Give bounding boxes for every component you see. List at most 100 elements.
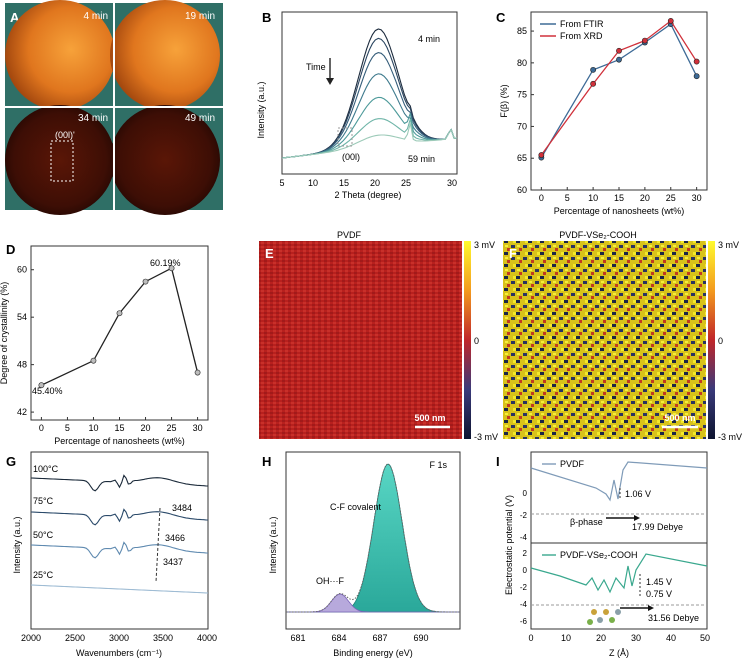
x-tick-label: 15 [114, 423, 124, 433]
y-tick-label: 70 [517, 121, 527, 131]
x-tick-label: 3000 [109, 633, 129, 643]
legend-label: From FTIR [560, 19, 604, 29]
data-point [693, 58, 700, 65]
x-tick-label: 10 [88, 423, 98, 433]
tile-49min: 49 min [110, 105, 220, 215]
colorbar [464, 241, 471, 439]
x-tick-label: 681 [290, 633, 305, 643]
x-tick-label: 20 [640, 193, 650, 203]
y-tick-label: -6 [520, 617, 528, 626]
legend-label: PVDF [560, 459, 585, 469]
y-axis-label: Intensity (a.u.) [256, 81, 266, 138]
dipole-label: 31.56 Debye [648, 613, 699, 623]
wafer-image-19min [110, 0, 220, 110]
panel-d: D 0 5 10 15 20 25 30 42 48 54 60 Percentage of nano… [0, 242, 209, 446]
panel-e-label: E [265, 246, 274, 261]
y-tick-label: -2 [520, 511, 528, 520]
tile-4min: 4 min [5, 0, 115, 110]
plot-frame [30, 451, 209, 630]
bottom-curve-label: 59 min [408, 154, 435, 164]
peak-shift-guide [155, 507, 161, 583]
tile-time-label: 4 min [84, 11, 108, 22]
y-tick-label: 65 [517, 153, 527, 163]
data-point [142, 278, 149, 285]
data-point [667, 17, 674, 24]
x-axis-ticks: 5 10 15 20 25 30 [279, 178, 457, 188]
x-tick-label: 4000 [197, 633, 217, 643]
panel-a-label: A [10, 10, 20, 25]
x-tick-label: 687 [372, 633, 387, 643]
x-tick-label: 10 [588, 193, 598, 203]
tile-time-label: 49 min [185, 113, 215, 124]
xps-curves [286, 463, 460, 613]
y-tick-label: 85 [517, 26, 527, 36]
panel-h-label: H [262, 454, 271, 469]
data-point [616, 56, 622, 63]
x-tick-label: 30 [193, 423, 203, 433]
data-point [38, 382, 45, 389]
x-tick-label: 30 [447, 178, 457, 188]
gap-label: 1.45 V [646, 577, 672, 587]
x-tick-label: 5 [65, 423, 70, 433]
panel-e: PVDF E 500 nm 3 mV 0 -3 mV [259, 230, 498, 442]
colorbar-max: 3 mV [474, 240, 495, 250]
scale-bar-label: 500 nm [414, 413, 445, 423]
y-tick-label: -4 [520, 533, 528, 542]
x-axis-label: Wavenumbers (cm⁻¹) [76, 648, 162, 658]
tile-19min: 19 min [110, 0, 220, 110]
x-axis-label: Z (Å) [609, 648, 629, 658]
molecule-illustration [587, 609, 621, 625]
xrd-curve [281, 73, 458, 159]
x-tick-label: 15 [614, 193, 624, 203]
gap-label: 0.75 V [646, 589, 672, 599]
panel-b: B Intensity (a.u.) 5 10 15 20 25 30 2 Th… [256, 10, 458, 200]
kpfm-map-pvdf [259, 241, 462, 439]
peak-label-ohf: OH···F [316, 576, 344, 586]
ftir-curve [30, 541, 209, 559]
data-point [641, 37, 648, 44]
tile-time-label: 19 min [185, 11, 215, 22]
y-tick-label: 80 [517, 58, 527, 68]
x-tick-label: 5 [565, 193, 570, 203]
y-axis-label: Electrostatic potential (V) [504, 495, 514, 595]
dipole-arrow-head [634, 515, 640, 521]
x-tick-label: 3500 [153, 633, 173, 643]
series-line [540, 23, 698, 158]
panel-f-label: F [509, 246, 517, 261]
data-point [616, 47, 622, 54]
x-tick-label: 5 [279, 178, 284, 188]
x-tick-label: 0 [39, 423, 44, 433]
max-value-label: 60.19% [150, 258, 181, 268]
y-tick-label: 0 [523, 489, 528, 498]
x-tick-label: 30 [692, 193, 702, 203]
wafer-image-49min [110, 105, 220, 215]
panel-title: F 1s [429, 460, 447, 470]
x-tick-label: 2000 [21, 633, 41, 643]
tile-time-label: 34 min [78, 113, 108, 124]
series-line [41, 267, 199, 386]
x-tick-label: 25 [167, 423, 177, 433]
dipole-arrow-head [648, 605, 654, 611]
data-point [90, 357, 97, 364]
gap-label: 1.06 V [625, 489, 651, 499]
panel-d-label: D [6, 242, 15, 257]
xrd-curve [281, 96, 458, 159]
x-tick-label: 0 [528, 633, 533, 643]
panel-g-label: G [6, 454, 16, 469]
peak-label: (00l) [342, 152, 360, 162]
data-point [168, 265, 175, 272]
legend-label: PVDF-VSe₂-COOH [560, 550, 638, 560]
cf-peak-fill [286, 463, 460, 613]
colorbar-mid: 0 [474, 336, 479, 346]
potential-curve-pvdf-vse2-cooh [530, 553, 708, 594]
x-tick-label: 40 [666, 633, 676, 643]
panel-i: I Electrostatic potential (V) PVDF 1.06 … [496, 451, 710, 658]
peak-label-cf: C-F covalent [330, 502, 382, 512]
panel-a: A 4 min 19 min 34 min (00l)' 49 min [5, 0, 223, 215]
y-tick-label: 2 [523, 549, 528, 558]
y-tick-label: -4 [520, 600, 528, 609]
y-tick-label: 48 [17, 360, 27, 370]
peak-wavenumber-label: 3437 [163, 557, 183, 567]
roi-annotation: (00l)' [55, 130, 75, 140]
ftir-curve [30, 474, 209, 492]
